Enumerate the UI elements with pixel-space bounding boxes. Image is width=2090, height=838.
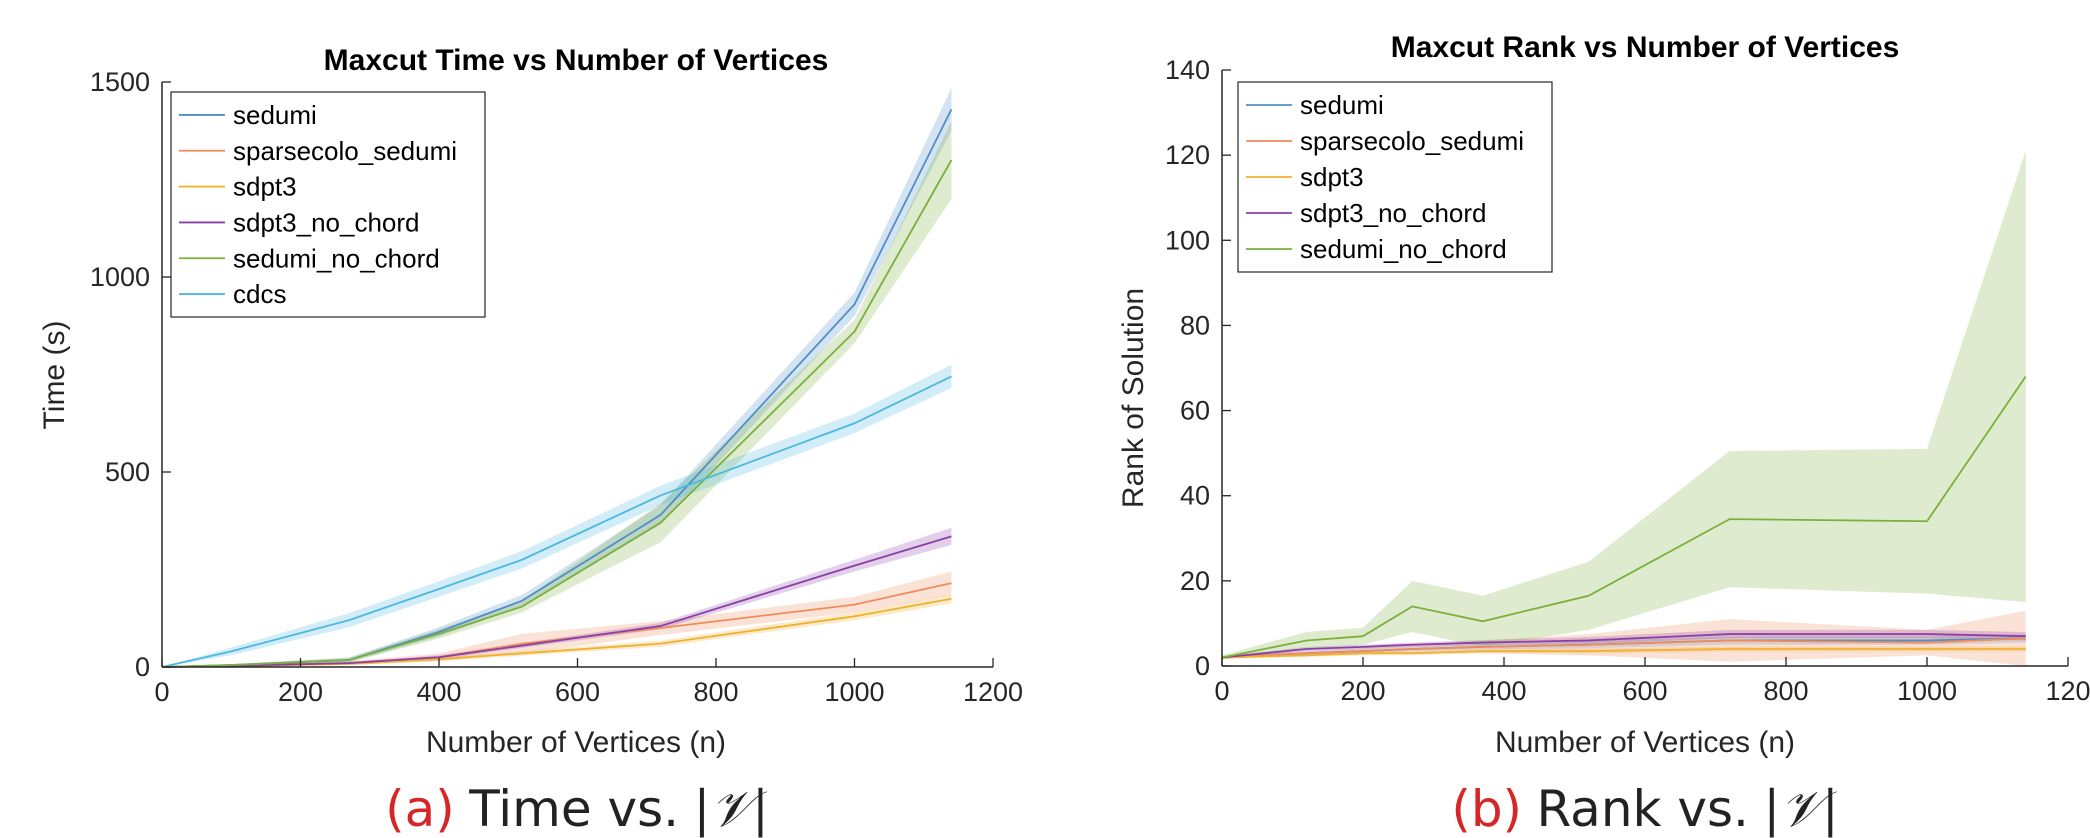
time-chart-panel: Maxcut Time vs Number of Vertices 0 200 40… bbox=[38, 44, 1023, 838]
line-cdcs bbox=[161, 375, 952, 668]
x-tick-label: 800 bbox=[1763, 676, 1808, 706]
band-sedumi-no-chord bbox=[1222, 150, 2026, 660]
y-axis-label: Rank of Solution bbox=[1117, 288, 1150, 508]
line-sedumi-no-chord bbox=[1221, 376, 2027, 659]
legend-label-sedumi-no-chord: sedumi_no_chord bbox=[1300, 234, 1507, 264]
legend-label-sdpt3: sdpt3 bbox=[1300, 162, 1364, 192]
legend-label-sdpt3-no-chord: sdpt3_no_chord bbox=[1300, 198, 1486, 228]
legend: sedumi sparsecolo_sedumi sdpt3 sdpt3_no_cho… bbox=[1237, 81, 1553, 273]
line-sparsecolo-sedumi bbox=[1221, 637, 2026, 659]
x-tick-label: 1000 bbox=[824, 677, 884, 707]
x-tick-labels: 0 200 400 600 800 1000 1200 bbox=[154, 677, 1023, 707]
legend-label-sdpt3: sdpt3 bbox=[233, 172, 297, 202]
caption-symbol: |𝒱| bbox=[1763, 780, 1838, 838]
line-sedumi-no-chord bbox=[161, 159, 953, 668]
series-lines bbox=[161, 108, 953, 668]
band-sdpt3 bbox=[162, 594, 952, 667]
x-tick-label: 1200 bbox=[963, 677, 1023, 707]
legend-label-sparsecolo-sedumi: sparsecolo_sedumi bbox=[1300, 126, 1524, 156]
axes bbox=[161, 81, 994, 668]
legend-label-sedumi: sedumi bbox=[233, 100, 317, 130]
caption-label: (a) bbox=[385, 780, 455, 838]
caption-text: Rank vs. bbox=[1537, 780, 1749, 838]
legend-label-sdpt3-no-chord: sdpt3_no_chord bbox=[233, 207, 419, 237]
legend-box bbox=[170, 91, 486, 318]
y-tick-label: 500 bbox=[105, 457, 150, 487]
x-tick-label: 0 bbox=[1214, 676, 1229, 706]
legend-label-cdcs: cdcs bbox=[233, 279, 286, 309]
caption-text: Time vs. bbox=[468, 780, 679, 838]
rank-chart-panel: Maxcut Rank vs Number of Vertices 0 200 40… bbox=[1117, 31, 2090, 838]
y-tick-label: 1000 bbox=[90, 262, 150, 292]
band-sedumi-no-chord bbox=[162, 121, 952, 667]
caption: (a) Time vs. |𝒱| bbox=[385, 780, 769, 838]
chart-title: Maxcut Rank vs Number of Vertices bbox=[1391, 31, 1900, 64]
y-tick-label: 80 bbox=[1180, 310, 1210, 340]
legend: sedumi sparsecolo_sedumi sdpt3 sdpt3_no_cho… bbox=[170, 91, 486, 318]
y-tick-label: 0 bbox=[135, 652, 150, 682]
x-tick-label: 200 bbox=[278, 677, 323, 707]
line-sparsecolo-sedumi bbox=[161, 582, 952, 668]
caption-label: (b) bbox=[1451, 780, 1522, 838]
series-lines bbox=[1221, 376, 2027, 659]
x-tick-label: 600 bbox=[1622, 676, 1667, 706]
line-sdpt3-no-chord bbox=[161, 535, 952, 668]
x-tick-label: 400 bbox=[1481, 676, 1526, 706]
x-tick-label: 800 bbox=[693, 677, 738, 707]
x-tick-label: 600 bbox=[555, 677, 600, 707]
legend-label-sedumi: sedumi bbox=[1300, 90, 1384, 120]
x-tick-label: 0 bbox=[154, 677, 169, 707]
line-sdpt3-no-chord bbox=[1221, 633, 2026, 659]
caption: (b) Rank vs. |𝒱| bbox=[1451, 780, 1838, 838]
y-tick-label: 120 bbox=[1165, 140, 1210, 170]
x-tick-label: 120 bbox=[2045, 676, 2090, 706]
y-tick-label: 1500 bbox=[90, 67, 150, 97]
y-tick-labels: 0 500 1000 1500 bbox=[90, 67, 150, 682]
band-sparsecolo-sedumi bbox=[162, 571, 952, 667]
y-tick-label: 100 bbox=[1165, 225, 1210, 255]
chart-title: Maxcut Time vs Number of Vertices bbox=[324, 44, 829, 77]
legend-label-sedumi-no-chord: sedumi_no_chord bbox=[233, 243, 440, 273]
y-tick-label: 0 bbox=[1195, 651, 1210, 681]
x-tick-label: 400 bbox=[416, 677, 461, 707]
y-tick-label: 140 bbox=[1165, 55, 1210, 85]
band-sedumi bbox=[162, 87, 952, 668]
x-tick-labels: 0 200 400 600 800 1000 120 bbox=[1214, 676, 2090, 706]
legend-label-sparsecolo-sedumi: sparsecolo_sedumi bbox=[233, 136, 457, 166]
x-axis-label: Number of Vertices (n) bbox=[426, 726, 726, 759]
caption-symbol: |𝒱| bbox=[694, 780, 769, 838]
y-tick-label: 40 bbox=[1180, 481, 1210, 511]
x-axis-label: Number of Vertices (n) bbox=[1495, 726, 1795, 759]
x-tick-label: 200 bbox=[1340, 676, 1385, 706]
x-tick-label: 1000 bbox=[1897, 676, 1957, 706]
y-tick-label: 20 bbox=[1180, 566, 1210, 596]
y-tick-label: 60 bbox=[1180, 396, 1210, 426]
axes bbox=[1221, 69, 2069, 667]
band-sdpt3-no-chord bbox=[1222, 629, 2026, 659]
y-axis-label: Time (s) bbox=[38, 321, 71, 430]
y-tick-labels: 0 20 40 60 80 100 120 140 bbox=[1165, 55, 1210, 681]
line-sdpt3 bbox=[1221, 648, 2026, 659]
